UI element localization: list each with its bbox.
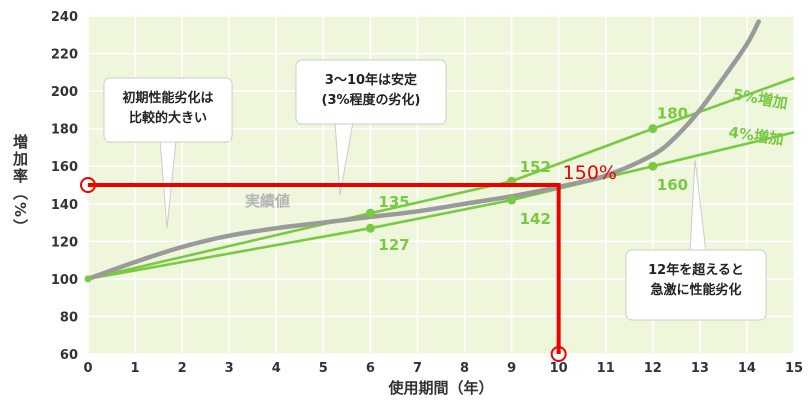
y-tick-label: 140: [51, 198, 78, 213]
y-tick-label: 100: [51, 273, 78, 288]
origin-point: [84, 275, 92, 283]
x-tick-label: 6: [366, 361, 375, 376]
y-tick-label: 120: [51, 235, 78, 250]
axis-titles: 使用期間（年） 増加率（%）: [11, 133, 494, 397]
callout-late-seam: [628, 314, 764, 319]
x-tick-label: 9: [507, 361, 516, 376]
x-tick-label: 5: [319, 361, 328, 376]
y-axis-title: 増加率（%）: [11, 133, 29, 236]
x-tick-label: 1: [131, 361, 140, 376]
y-tick-label: 180: [51, 123, 78, 138]
data-point-5pct: [648, 124, 658, 134]
highlight-marker-y-axis: [80, 177, 96, 193]
callout-early-seam: [106, 136, 230, 141]
point-value-label: 142: [520, 210, 551, 228]
series-label-actual: 実績値: [245, 192, 290, 210]
x-axis-title: 使用期間（年）: [387, 379, 493, 397]
highlight: 150%: [80, 162, 617, 362]
callout-stable-group: 3～10年は安定 (3%程度の劣化): [295, 59, 447, 196]
x-tick-label: 2: [178, 361, 187, 376]
highlight-marker-x-axis: [550, 346, 567, 362]
callout-late-text: 急激に性能劣化: [650, 282, 741, 298]
callout-late-text: 12年を超えると: [648, 262, 744, 278]
y-tick-label: 220: [51, 48, 78, 63]
x-tick-label: 10: [550, 361, 568, 376]
point-value-label: 180: [657, 105, 688, 123]
x-tick-label: 3: [225, 361, 234, 376]
callout-stable-text: (3%程度の劣化): [322, 92, 421, 108]
x-tick-label: 7: [413, 361, 422, 376]
y-tick-label: 80: [60, 310, 78, 325]
point-value-label: 135: [378, 193, 409, 211]
tick-labels: 0 1 2 3 4 5 6 7 8 9 10 11 12 13 14 15608010012014016018…: [51, 10, 803, 376]
point-value-label: 160: [657, 176, 688, 194]
callout-stable-box: [295, 59, 447, 125]
callout-stable-seam: [298, 118, 444, 123]
highlight-value-label: 150%: [563, 162, 617, 184]
point-value-label: 127: [378, 236, 409, 254]
callout-early-text: 初期性能劣化は: [122, 90, 213, 106]
x-tick-label: 13: [691, 361, 709, 376]
data-point-5pct: [365, 208, 375, 218]
callout-early-box: [103, 77, 233, 143]
callout-late-box: [625, 249, 767, 321]
y-tick-label: 240: [51, 10, 78, 25]
callout-stable-text: 3～10年は安定: [325, 72, 417, 88]
y-tick-label: 160: [51, 160, 78, 175]
x-tick-label: 14: [738, 361, 756, 376]
highlight-reference-line: [88, 183, 561, 354]
series-line-actual: [85, 19, 761, 282]
x-tick-label: 8: [460, 361, 469, 376]
y-tick-label: 200: [51, 85, 78, 100]
callout-early-text: 比較的大きい: [129, 110, 207, 126]
x-tick-label: 12: [644, 361, 662, 376]
x-tick-label: 0: [83, 361, 92, 376]
data-point-4pct: [648, 161, 658, 171]
data-point-4pct: [365, 223, 375, 233]
data-point-4pct: [507, 195, 517, 205]
y-tick-label: 60: [60, 348, 78, 363]
x-tick-label: 11: [597, 361, 615, 376]
x-tick-label: 4: [272, 361, 281, 376]
point-value-label: 152: [520, 158, 551, 176]
x-tick-label: 15: [785, 361, 803, 376]
